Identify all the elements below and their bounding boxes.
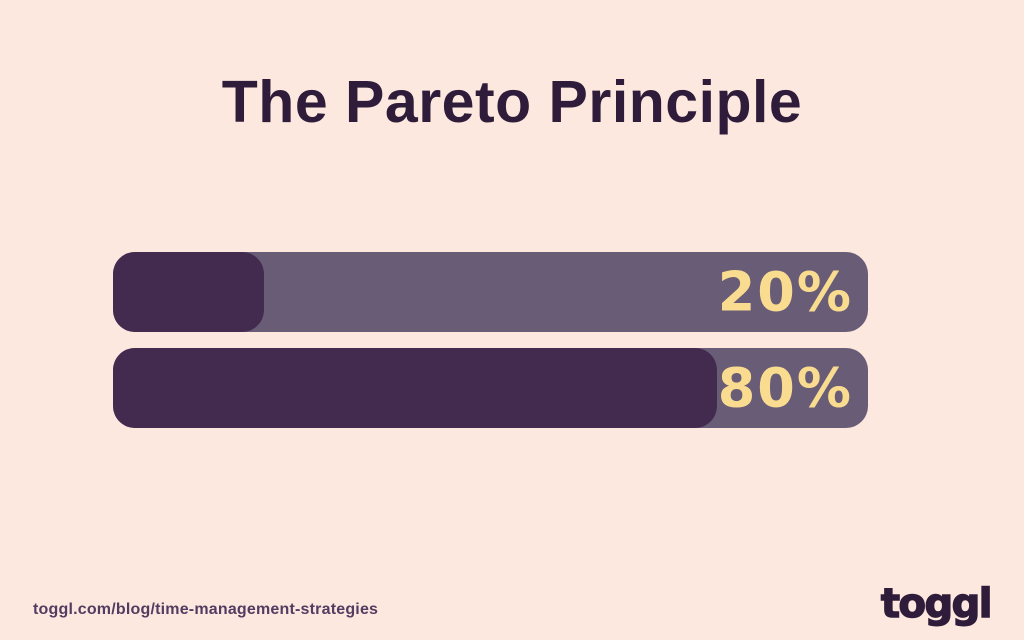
bar-track-top: 20% [113, 252, 868, 332]
bar-value-label-20: 20% [717, 260, 853, 324]
bar-fill-80 [113, 348, 717, 428]
source-url: toggl.com/blog/time-management-strategie… [33, 601, 379, 618]
bar-chart: 20% 80% [113, 252, 868, 444]
bar-value-label-80: 80% [717, 356, 853, 420]
toggl-logo: toggl [880, 580, 993, 628]
page-title: The Pareto Principle [221, 69, 803, 135]
bar-fill-20 [113, 252, 264, 332]
bar-track-bottom: 80% [113, 348, 868, 428]
